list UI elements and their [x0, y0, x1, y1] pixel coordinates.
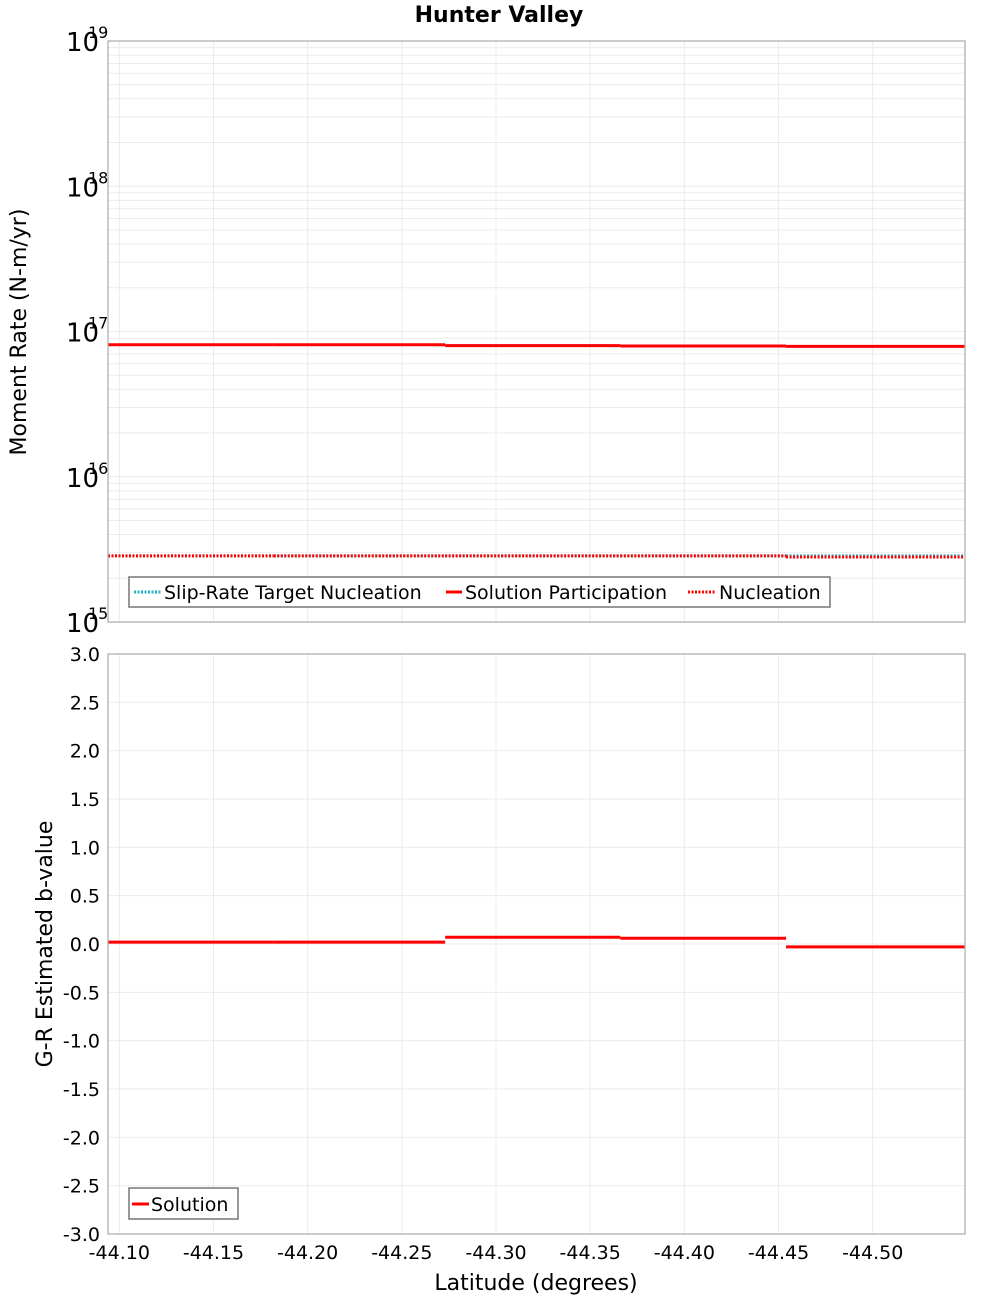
legend-label-slip-rate: Slip-Rate Target Nucleation [164, 582, 422, 604]
y-tick-exponent: 19 [88, 23, 108, 42]
moment-rate-plot: 10191018101710161015 Moment Rate (N-m/yr… [7, 23, 965, 639]
y-tick-exponent: 17 [88, 314, 108, 333]
bottom-y-axis-label: G-R Estimated b-value [33, 821, 58, 1068]
x-tick-label: -44.10 [89, 1242, 150, 1264]
y-tick-label: 2.5 [70, 692, 100, 714]
x-tick-labels: -44.10 -44.15 -44.20 -44.25 -44.30 -44.35 -44.… [89, 1242, 904, 1264]
bottom-y-tick-labels: 3.0 2.5 2.0 1.5 1.0 0.5 0.0 -0.5 -1.0 -1.5 -2.0 -2.… [63, 644, 100, 1246]
y-tick-label: 0.5 [70, 886, 100, 908]
y-tick-label: 1.0 [70, 837, 100, 859]
y-tick-exponent: 18 [88, 168, 108, 187]
x-tick-label: -44.15 [183, 1242, 244, 1264]
top-y-tick-labels: 10191018101710161015 [66, 23, 108, 639]
chart-title: Hunter Valley [415, 3, 584, 28]
y-tick-label: 0.0 [70, 934, 100, 956]
b-value-plot: 3.0 2.5 2.0 1.5 1.0 0.5 0.0 -0.5 -1.0 -1.5 -2.0 -2.… [33, 644, 965, 1296]
y-tick-exponent: 16 [88, 459, 108, 478]
y-tick-label: 3.0 [70, 644, 100, 666]
x-tick-label: -44.50 [842, 1242, 903, 1264]
x-tick-label: -44.45 [748, 1242, 809, 1264]
x-tick-label: -44.35 [560, 1242, 621, 1264]
y-tick-label: -2.0 [63, 1127, 100, 1149]
legend-label-solution: Solution [151, 1194, 228, 1216]
x-tick-label: -44.20 [277, 1242, 338, 1264]
y-tick-exponent: 15 [88, 604, 108, 623]
x-tick-label: -44.30 [465, 1242, 526, 1264]
y-tick-label: -0.5 [63, 982, 100, 1004]
top-legend: Slip-Rate Target Nucleation Solution Par… [129, 577, 830, 607]
legend-label-nucleation: Nucleation [719, 582, 821, 604]
figure: Hunter Valley 10191018101710161015 Momen… [0, 0, 1000, 1300]
x-axis-label: Latitude (degrees) [434, 1271, 637, 1296]
x-tick-label: -44.40 [654, 1242, 715, 1264]
y-tick-label: -1.0 [63, 1031, 100, 1053]
legend-label-solution-participation: Solution Participation [465, 582, 667, 604]
top-y-axis-label: Moment Rate (N-m/yr) [7, 209, 32, 456]
y-tick-label: -2.5 [63, 1176, 100, 1198]
x-tick-label: -44.25 [371, 1242, 432, 1264]
y-tick-label: -1.5 [63, 1079, 100, 1101]
y-tick-label: 1.5 [70, 789, 100, 811]
y-tick-label: 2.0 [70, 741, 100, 763]
bottom-legend: Solution [129, 1188, 238, 1219]
